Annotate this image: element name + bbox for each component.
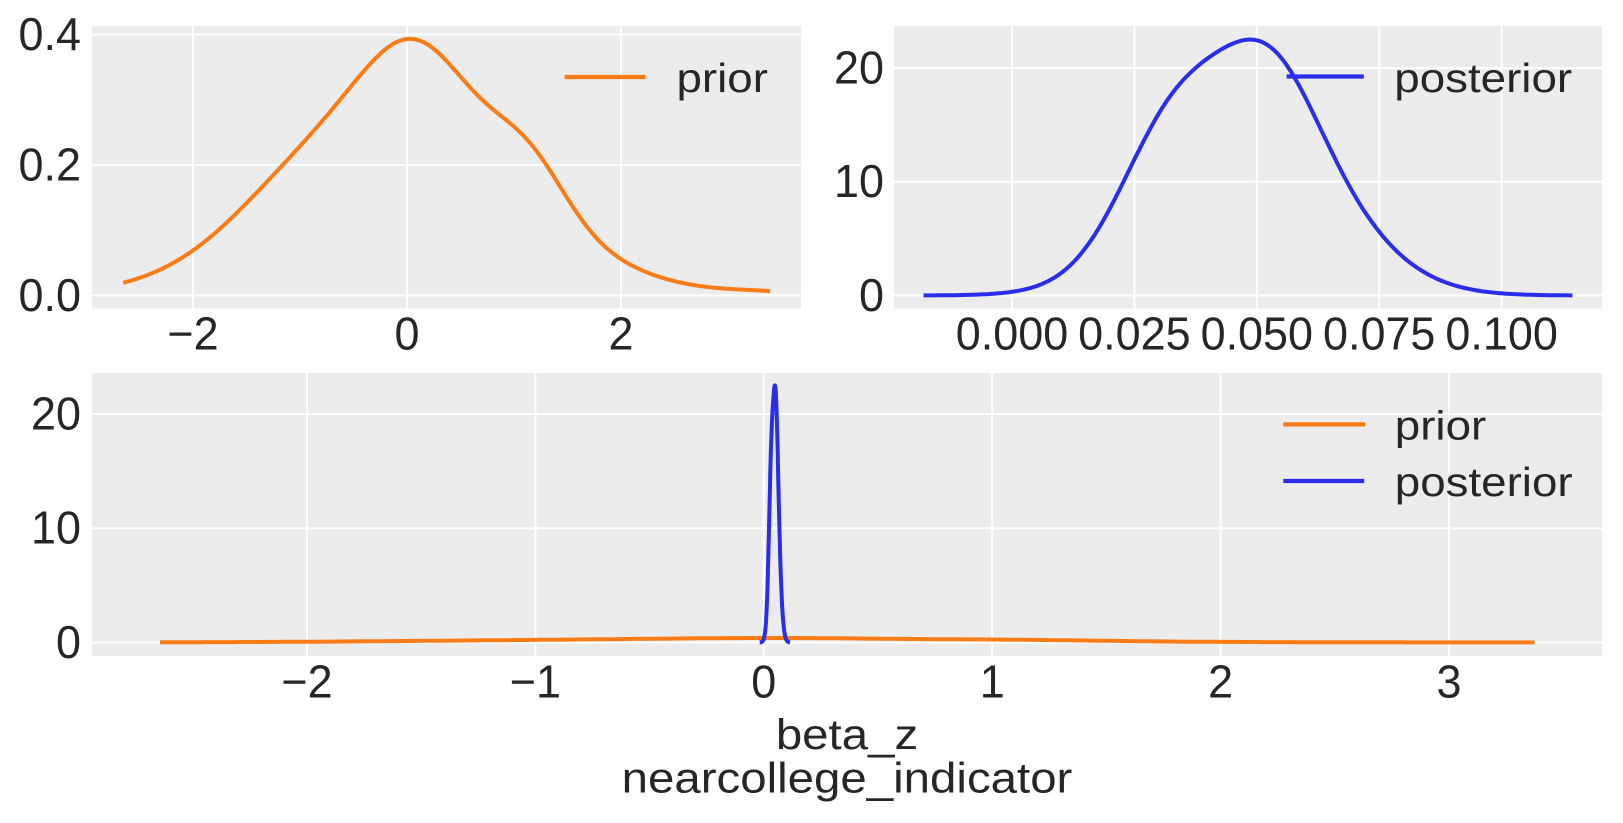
svg-text:0.000: 0.000 [956, 308, 1068, 360]
svg-text:0: 0 [859, 269, 884, 321]
svg-text:1: 1 [980, 656, 1005, 708]
svg-text:posterior: posterior [1395, 460, 1573, 505]
svg-text:0: 0 [751, 656, 776, 708]
svg-text:posterior: posterior [1394, 56, 1572, 101]
svg-text:0: 0 [394, 308, 419, 360]
svg-text:0.2: 0.2 [19, 139, 81, 191]
svg-text:−2: −2 [281, 656, 332, 708]
svg-text:10: 10 [834, 156, 884, 208]
svg-text:0.075: 0.075 [1323, 308, 1435, 360]
svg-text:2: 2 [1208, 656, 1233, 708]
svg-text:0.025: 0.025 [1078, 308, 1190, 360]
svg-text:10: 10 [31, 502, 81, 554]
svg-text:0.100: 0.100 [1445, 308, 1557, 360]
svg-text:nearcollege_indicator: nearcollege_indicator [622, 754, 1073, 802]
svg-text:20: 20 [31, 388, 81, 440]
svg-text:2: 2 [608, 308, 633, 360]
svg-text:−1: −1 [510, 656, 561, 708]
svg-text:prior: prior [1395, 404, 1486, 449]
svg-text:0.050: 0.050 [1201, 308, 1313, 360]
svg-text:prior: prior [677, 56, 768, 101]
svg-text:0.0: 0.0 [19, 269, 81, 321]
svg-text:20: 20 [834, 42, 884, 94]
svg-text:−2: −2 [167, 308, 218, 360]
svg-text:0.4: 0.4 [19, 8, 81, 60]
svg-text:beta_z: beta_z [776, 710, 918, 758]
svg-text:0: 0 [56, 616, 81, 668]
svg-text:3: 3 [1436, 656, 1461, 708]
